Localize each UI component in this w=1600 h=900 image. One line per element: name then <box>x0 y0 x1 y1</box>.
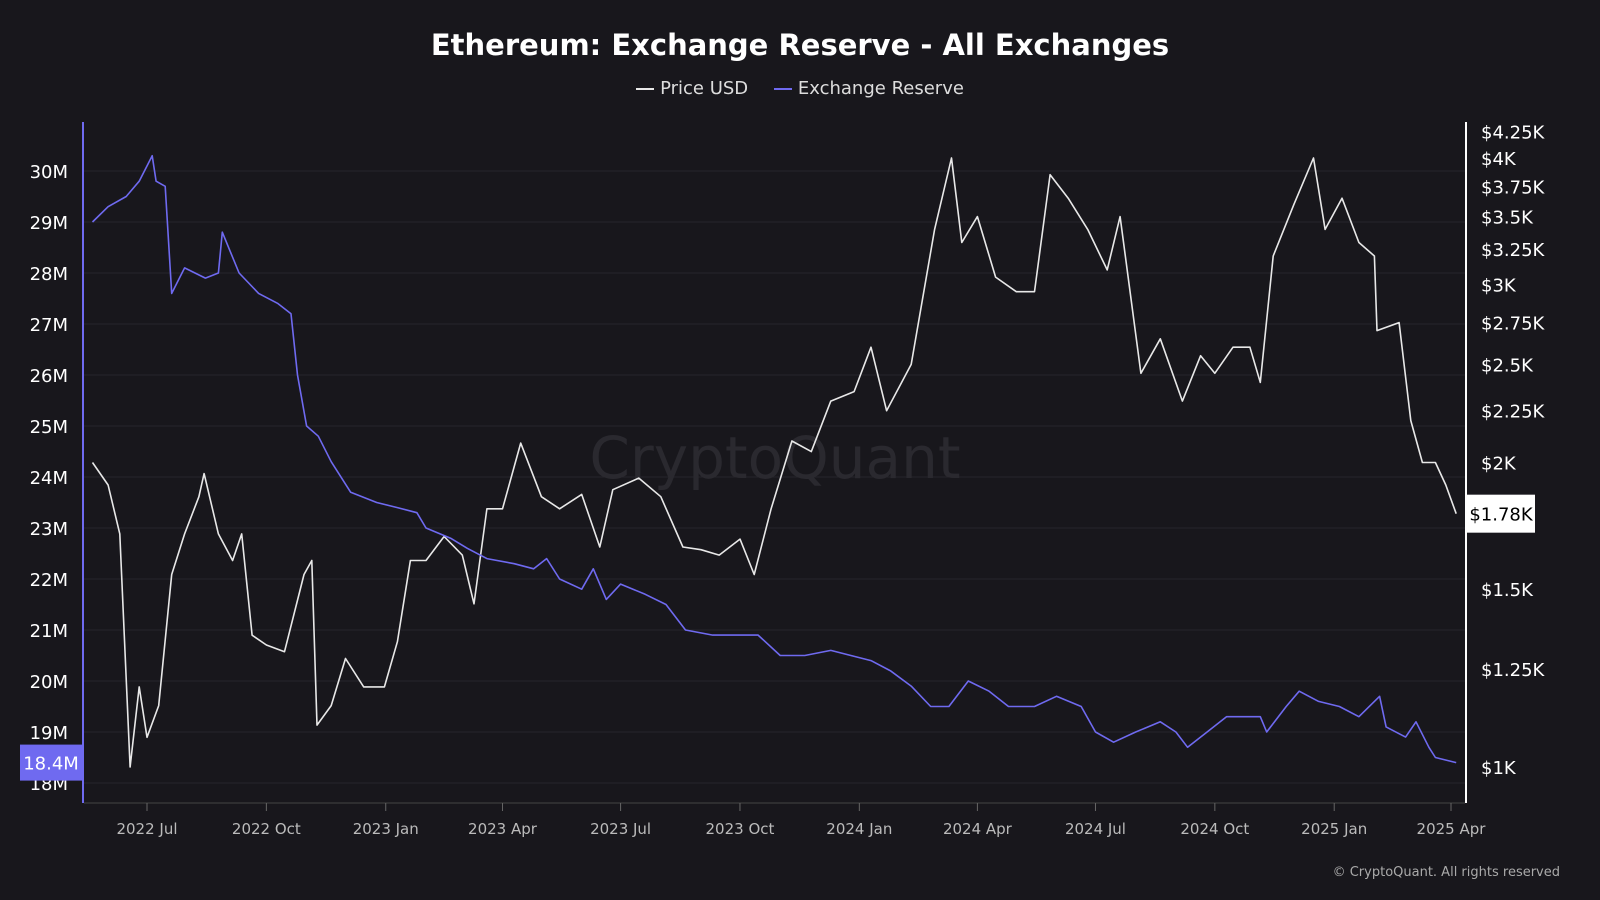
legend-swatch-price <box>636 88 655 90</box>
x-tick-label: 2023 Oct <box>706 820 775 838</box>
watermark: CryptoQuant <box>589 424 960 492</box>
current-price-label: $1.78K <box>1469 505 1534 526</box>
right-tick-label: $3.5K <box>1481 208 1534 229</box>
reserve-line <box>91 154 1457 764</box>
legend-item-reserve[interactable]: Exchange Reserve <box>773 78 964 99</box>
x-tick-label: 2023 Jul <box>590 820 651 838</box>
copyright: © CryptoQuant. All rights reserved <box>1332 865 1560 880</box>
x-tick-label: 2025 Jan <box>1301 820 1367 838</box>
price-line <box>91 157 1457 768</box>
left-tick-label: 26M <box>30 366 68 387</box>
right-tick-label: $2.5K <box>1481 355 1534 376</box>
legend-label-price: Price USD <box>660 78 749 99</box>
left-tick-label: 24M <box>30 468 68 489</box>
legend: Price USD Exchange Reserve <box>0 78 1600 99</box>
current-price-badge <box>1467 494 1535 533</box>
right-tick-label: $1.25K <box>1481 660 1546 681</box>
x-tick-label: 2023 Apr <box>468 820 538 838</box>
right-tick-label: $3.25K <box>1481 240 1546 261</box>
left-tick-label: 22M <box>30 570 68 591</box>
right-tick-label: $2K <box>1481 453 1517 474</box>
x-tick-label: 2024 Apr <box>943 820 1013 838</box>
left-tick-label: 27M <box>30 315 68 336</box>
x-tick-label: 2022 Jul <box>116 820 177 838</box>
right-tick-label: $1.5K <box>1481 580 1534 601</box>
x-tick-label: 2024 Jan <box>826 820 892 838</box>
current-reserve-badge <box>20 744 83 781</box>
x-tick-label: 2025 Apr <box>1417 820 1487 838</box>
right-tick-label: $2.25K <box>1481 402 1546 423</box>
left-tick-label: 21M <box>30 621 68 642</box>
left-tick-label: 20M <box>30 672 68 693</box>
right-tick-label: $3K <box>1481 275 1517 296</box>
legend-label-reserve: Exchange Reserve <box>797 78 964 99</box>
left-tick-label: 19M <box>30 723 68 744</box>
left-tick-label: 25M <box>30 417 68 438</box>
x-tick-label: 2024 Oct <box>1180 820 1249 838</box>
right-tick-label: $4K <box>1481 149 1517 170</box>
legend-item-price[interactable]: Price USD <box>636 78 748 99</box>
left-tick-label: 28M <box>30 264 68 285</box>
left-tick-label: 29M <box>30 213 68 234</box>
legend-swatch-reserve <box>773 88 792 90</box>
x-tick-label: 2022 Oct <box>232 820 301 838</box>
x-tick-label: 2023 Jan <box>353 820 419 838</box>
right-tick-label: $2.75K <box>1481 314 1546 335</box>
chart-title: Ethereum: Exchange Reserve - All Exchang… <box>430 28 1170 62</box>
right-tick-label: $4.25K <box>1481 122 1546 143</box>
right-tick-label: $3.75K <box>1481 177 1546 198</box>
left-tick-label: 30M <box>30 162 68 183</box>
right-tick-label: $1K <box>1481 758 1517 779</box>
current-reserve-label: 18.4M <box>23 754 79 775</box>
x-tick-label: 2024 Jul <box>1065 820 1126 838</box>
left-tick-label: 23M <box>30 519 68 540</box>
